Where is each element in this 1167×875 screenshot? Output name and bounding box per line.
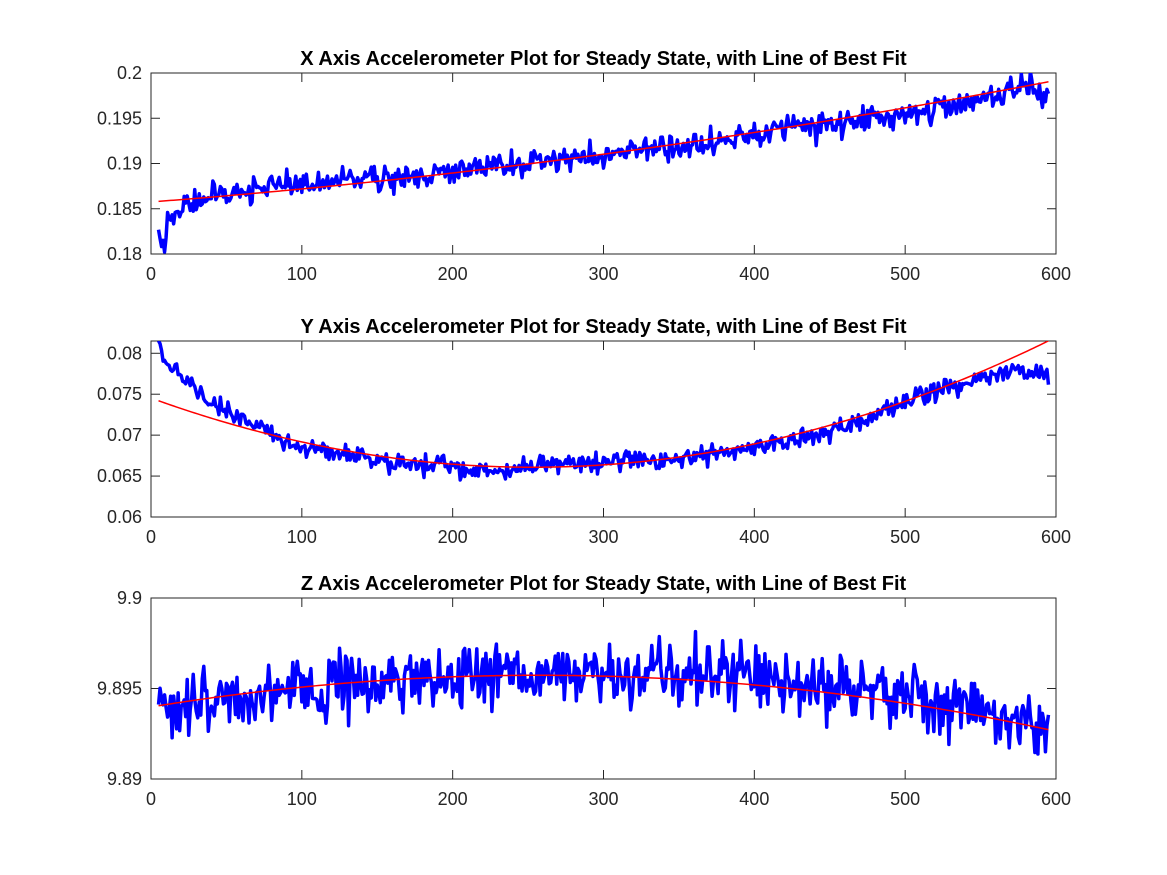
x-tick-label: 600 (1041, 789, 1071, 809)
x-tick-label: 500 (890, 789, 920, 809)
x-tick-label: 300 (588, 789, 618, 809)
subplot-2: Y Axis Accelerometer Plot for Steady Sta… (97, 316, 1071, 547)
y-tick-label: 0.19 (107, 154, 142, 174)
measurement-line (156, 73, 1051, 254)
x-tick-label: 200 (438, 264, 468, 284)
chart-title: Z Axis Accelerometer Plot for Steady Sta… (301, 573, 907, 595)
x-tick-label: 500 (890, 264, 920, 284)
x-tick-label: 500 (890, 527, 920, 547)
y-tick-label: 9.895 (97, 679, 142, 699)
best-fit-line (158, 341, 1049, 468)
plot-area (150, 340, 1057, 518)
x-tick-label: 400 (739, 527, 769, 547)
y-tick-label: 9.9 (117, 588, 142, 608)
y-tick-label: 0.075 (97, 384, 142, 404)
subplot-3: Z Axis Accelerometer Plot for Steady Sta… (97, 573, 1071, 809)
y-tick-label: 0.07 (107, 425, 142, 445)
x-tick-label: 400 (739, 789, 769, 809)
y-tick-label: 9.89 (107, 769, 142, 789)
x-tick-label: 0 (146, 789, 156, 809)
x-tick-label: 600 (1041, 527, 1071, 547)
x-tick-label: 300 (588, 264, 618, 284)
subplot-1: X Axis Accelerometer Plot for Steady Sta… (97, 48, 1071, 284)
x-tick-label: 300 (588, 527, 618, 547)
y-tick-label: 0.185 (97, 199, 142, 219)
x-tick-label: 100 (287, 789, 317, 809)
x-tick-label: 200 (438, 789, 468, 809)
y-tick-label: 0.195 (97, 108, 142, 128)
x-tick-label: 0 (146, 264, 156, 284)
x-tick-label: 600 (1041, 264, 1071, 284)
chart-title: X Axis Accelerometer Plot for Steady Sta… (300, 48, 907, 70)
x-tick-label: 0 (146, 527, 156, 547)
y-tick-label: 0.06 (107, 507, 142, 527)
x-tick-label: 400 (739, 264, 769, 284)
measurement-line (156, 629, 1051, 756)
chart-title: Y Axis Accelerometer Plot for Steady Sta… (300, 316, 906, 338)
best-fit-line (158, 81, 1049, 203)
x-tick-label: 100 (287, 264, 317, 284)
y-tick-label: 0.08 (107, 343, 142, 363)
x-tick-label: 200 (438, 527, 468, 547)
x-tick-label: 100 (287, 527, 317, 547)
measurement-line (156, 341, 1051, 482)
best-fit-line (158, 674, 1049, 731)
y-tick-label: 0.18 (107, 244, 142, 264)
y-tick-label: 0.065 (97, 466, 142, 486)
y-tick-label: 0.2 (117, 63, 142, 83)
